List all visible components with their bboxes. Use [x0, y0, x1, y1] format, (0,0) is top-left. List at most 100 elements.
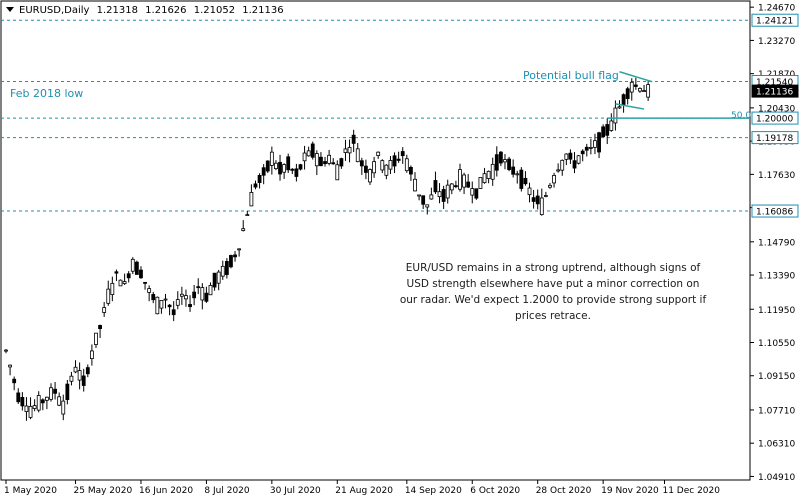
x-tick-label: 19 Nov 2020 — [601, 486, 659, 496]
candle-body — [584, 146, 589, 151]
candle-body — [494, 154, 499, 171]
candle-body — [286, 156, 291, 171]
candle-body — [241, 228, 246, 231]
candle-body — [94, 332, 98, 345]
level-price-box: 1.19178 — [751, 131, 799, 145]
candle-body — [331, 162, 336, 165]
candle-body — [12, 378, 17, 384]
candle-body — [159, 300, 164, 309]
candle-body — [343, 148, 348, 154]
candle-body — [245, 214, 250, 217]
candle-body — [143, 281, 147, 284]
candle-body — [126, 273, 131, 279]
candle-body — [625, 88, 630, 100]
candle-body — [409, 166, 413, 175]
candle-body — [458, 169, 462, 190]
candle-body — [114, 271, 119, 274]
candle-body — [171, 309, 176, 316]
candle-body — [609, 120, 614, 131]
candle-body — [167, 304, 172, 308]
candle-body — [163, 298, 168, 301]
price-box-label: 1.24121 — [756, 17, 793, 27]
candle-body — [339, 158, 344, 167]
candle-body — [347, 147, 352, 154]
chart-header: EURUSD,Daily 1.21318 1.21626 1.21052 1.2… — [6, 5, 284, 16]
candle-body — [597, 132, 601, 153]
y-tick-label: 1.06310 — [758, 440, 795, 450]
candle-body — [130, 258, 135, 272]
candle-body — [233, 254, 237, 258]
plot-area — [0, 0, 751, 481]
candle-body — [372, 161, 377, 174]
candle-body — [441, 189, 446, 202]
candle-body — [355, 148, 360, 163]
price-box-label: 1.21136 — [756, 88, 793, 98]
candle-body — [617, 106, 622, 109]
candle-body — [8, 364, 12, 368]
candle-body — [224, 261, 229, 275]
candle-body — [16, 392, 21, 403]
candle-body — [139, 269, 143, 279]
candle-body — [200, 287, 205, 301]
candle-body — [298, 164, 303, 170]
candle-body — [208, 284, 213, 296]
level-price-box: 1.16086 — [751, 204, 799, 218]
candle-body — [351, 134, 356, 144]
candle-body — [278, 161, 282, 175]
x-tick-label: 6 Oct 2020 — [470, 486, 520, 496]
candle-body — [57, 396, 62, 406]
candle-body — [81, 375, 86, 386]
candle-body — [515, 173, 520, 176]
low-value: 1.21052 — [193, 5, 236, 16]
candle-body — [179, 293, 184, 297]
candle-body — [253, 183, 258, 188]
x-tick-label: 8 Jul 2020 — [204, 486, 249, 496]
candle-body — [184, 295, 188, 300]
candle-body — [466, 181, 471, 188]
y-tick-label: 1.13390 — [758, 272, 795, 282]
candle-body — [523, 177, 528, 185]
candle-body — [425, 204, 430, 208]
candle-body — [155, 296, 160, 315]
candle-body — [437, 191, 442, 198]
candle-body — [462, 174, 466, 188]
candle-body — [404, 158, 409, 172]
candle-body — [490, 163, 495, 180]
dropdown-triangle-icon[interactable] — [6, 7, 14, 12]
candle-body — [249, 192, 254, 207]
candle-body — [147, 288, 152, 293]
candle-body — [527, 187, 532, 196]
candle-body — [323, 161, 327, 165]
bull-flag-lower-line[interactable] — [615, 103, 645, 110]
candle-body — [519, 169, 524, 189]
candle-body — [486, 170, 491, 179]
fib-50-label: 50.0 — [731, 111, 752, 121]
candle-body — [294, 168, 299, 177]
feb-2018-low-label: Feb 2018 low — [10, 87, 84, 100]
candle-body — [89, 350, 94, 359]
candle-body — [482, 173, 487, 184]
candle-body — [24, 405, 29, 412]
candle-body — [629, 81, 634, 93]
candle-body — [73, 366, 78, 373]
candle-body — [453, 185, 458, 188]
candle-body — [319, 156, 323, 167]
price-box-label: 1.16086 — [756, 208, 793, 218]
candle-body — [53, 388, 57, 394]
candle-body — [511, 166, 516, 175]
candle-body — [621, 94, 626, 106]
candle-body — [605, 124, 610, 136]
candle-body — [28, 405, 33, 418]
bull-flag-upper-line[interactable] — [619, 71, 653, 83]
candle-body — [85, 367, 90, 375]
candle-body — [421, 195, 426, 205]
x-tick-label: 11 Dec 2020 — [662, 486, 720, 496]
candle-body — [216, 271, 221, 284]
candle-body — [568, 152, 573, 160]
candle-body — [122, 281, 127, 285]
candle-body — [257, 175, 262, 183]
candle-body — [32, 405, 37, 409]
y-tick-label: 1.17630 — [758, 171, 795, 181]
candle-body — [151, 294, 156, 301]
